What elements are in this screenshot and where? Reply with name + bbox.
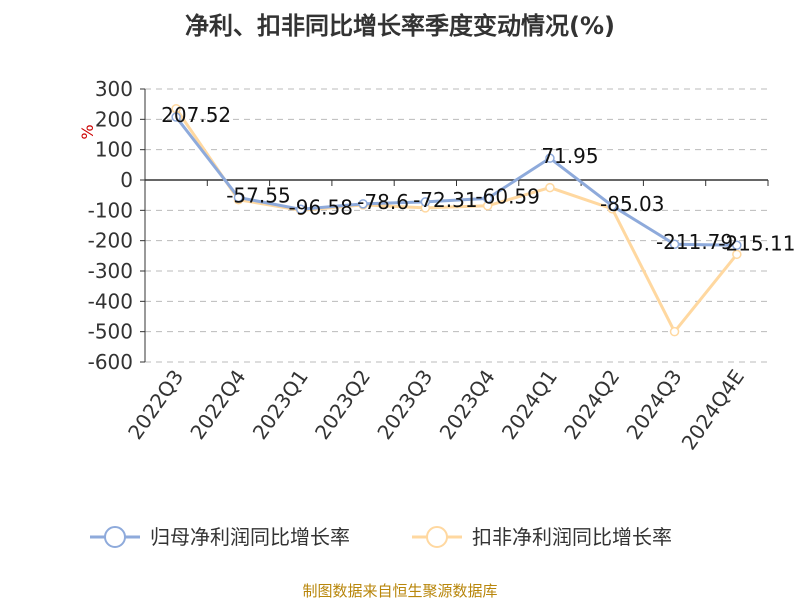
data-point [296, 204, 306, 215]
x-tick-label: 2024Q3 [621, 365, 686, 444]
x-tick-label: 2024Q2 [559, 365, 624, 444]
data-label: 207.52 [161, 103, 231, 127]
axes [140, 88, 769, 363]
series-line [174, 107, 739, 334]
legend-label: 扣非净利润同比增长率 [472, 525, 672, 549]
data-point [482, 193, 493, 204]
x-axis-ticks: 2022Q32022Q42023Q12023Q22023Q32023Q42024… [123, 365, 749, 454]
data-point [669, 239, 680, 249]
x-tick-label: 2022Q3 [123, 365, 188, 444]
data-label: -72.31 [413, 188, 477, 212]
series-lines [171, 103, 742, 337]
y-tick-label: -600 [88, 350, 133, 374]
data-point [545, 153, 555, 163]
chart-title: 净利、扣非同比增长率季度变动情况(%) [185, 12, 615, 40]
data-point [732, 249, 742, 260]
y-tick-label: 200 [95, 107, 133, 131]
x-tick-label: 2024Q1 [497, 365, 562, 444]
data-label: -96.58 [289, 195, 353, 219]
legend[interactable]: 归母净利润同比增长率 扣非净利润同比增长率 [90, 525, 672, 549]
data-label: 71.95 [541, 144, 598, 168]
y-tick-label: -200 [88, 229, 133, 253]
data-label: -85.03 [600, 192, 664, 216]
data-label: -215.11 [718, 231, 795, 255]
x-tick-label: 2024Q4E [677, 365, 749, 454]
legend-label: 归母净利润同比增长率 [150, 525, 350, 549]
x-tick-label: 2022Q4 [185, 365, 250, 444]
legend-swatch-marker [426, 526, 448, 548]
data-labels: 207.52 -57.55-96.58 -78.6 -72.31-60.5971.95… [161, 103, 795, 255]
data-point [358, 199, 368, 209]
data-point [171, 112, 181, 122]
data-point [732, 240, 742, 251]
y-axis-unit: % [78, 124, 97, 139]
x-tick-label: 2023Q4 [435, 365, 500, 444]
y-axis-ticks: 300 200 100 0 -100 -200 -300 -400 -500 -600 [88, 77, 133, 374]
y-tick-label: -400 [88, 289, 133, 313]
data-label: -57.55 [226, 183, 290, 207]
legend-swatch-marker [104, 526, 126, 548]
y-tick-label: -300 [88, 259, 133, 283]
data-point [233, 192, 244, 203]
y-tick-label: 100 [95, 138, 133, 162]
x-tick-label: 2023Q2 [310, 365, 375, 444]
data-label: -60.59 [475, 184, 539, 208]
gridlines [145, 88, 768, 363]
series-line [174, 116, 737, 247]
data-point [420, 197, 431, 207]
source-note: 制图数据来自恒生聚源数据库 [302, 582, 497, 600]
y-tick-label: 0 [120, 168, 133, 192]
data-point [607, 201, 617, 211]
data-point [669, 326, 680, 337]
x-tick-label: 2023Q3 [372, 365, 437, 444]
y-tick-label: -100 [88, 198, 133, 222]
data-label: -211.79 [656, 230, 733, 254]
y-tick-label: -500 [88, 320, 133, 344]
y-tick-label: 300 [95, 77, 133, 101]
data-point [545, 182, 555, 193]
data-label: -78.6 [357, 190, 409, 214]
x-tick-label: 2023Q1 [248, 365, 313, 444]
